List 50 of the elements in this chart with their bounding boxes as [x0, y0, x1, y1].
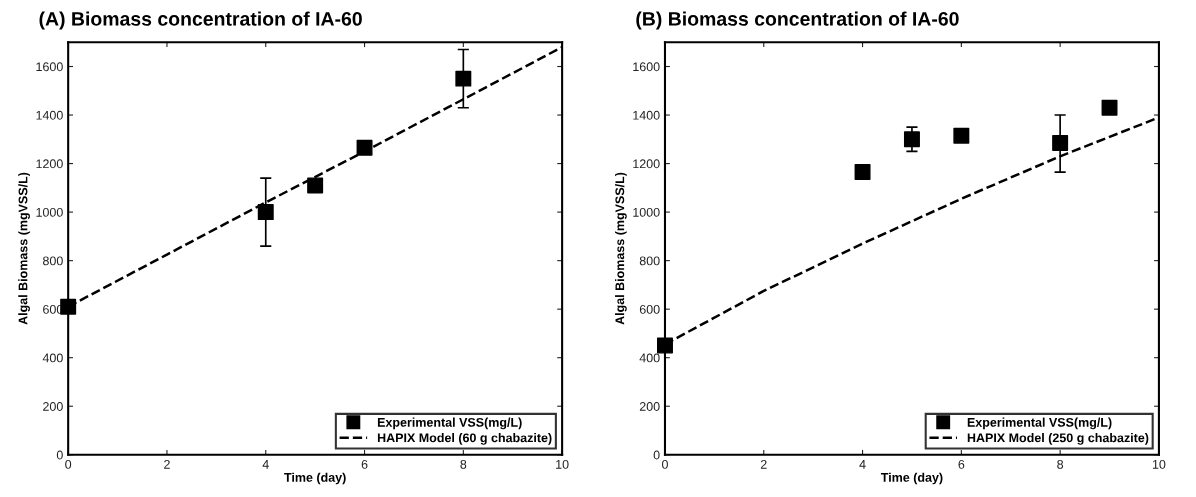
y-tick-label: 1000: [36, 207, 63, 217]
point: [953, 127, 970, 144]
point: [903, 131, 920, 148]
y-tick-label: 1400: [36, 110, 63, 120]
y-tick-label: 400: [42, 353, 63, 363]
x-tick-label: 0: [661, 459, 668, 469]
legend-label: Experimental VSS(mg/L): [967, 417, 1112, 430]
point: [257, 204, 274, 221]
y-tick-label: 1600: [36, 62, 63, 72]
y-tick-label: 1200: [633, 159, 660, 169]
point: [307, 177, 324, 194]
y-tick-label: 1600: [633, 62, 660, 72]
x-tick-label: 0: [65, 459, 72, 469]
y-axis-title: Algal Biomass (mgVSS/L): [18, 172, 30, 325]
x-tick-label: 8: [460, 459, 467, 469]
legend-label: HAPIX Model (60 g chabazite): [377, 433, 552, 445]
point: [356, 139, 373, 156]
chart-title: (A) Biomass concentration of IA-60: [39, 11, 362, 30]
point: [656, 337, 673, 354]
legend-label: HAPIX Model (250 g chabazite): [967, 433, 1149, 445]
x-tick-label: 8: [1057, 459, 1064, 469]
x-tick-label: 4: [859, 460, 866, 469]
x-tick-label: 2: [164, 459, 170, 469]
point: [1052, 134, 1069, 151]
y-tick-label: 0: [56, 450, 63, 460]
point: [1101, 99, 1118, 116]
x-tick-label: 6: [361, 459, 368, 469]
point: [455, 70, 472, 87]
y-tick-label: 1000: [633, 207, 660, 217]
y-tick-label: 600: [639, 304, 660, 314]
y-axis-title: Algal Biomass (mgVSS/L): [615, 172, 627, 325]
x-tick-label: 4: [262, 460, 269, 469]
x-axis-title: Time (day): [284, 472, 346, 485]
x-tick-label: 6: [958, 459, 965, 469]
y-tick-label: 400: [639, 353, 660, 363]
x-axis-title: Time (day): [880, 472, 943, 485]
y-tick-label: 800: [43, 256, 63, 266]
point: [854, 164, 871, 181]
y-tick-label: 800: [639, 256, 660, 266]
y-tick-label: 200: [43, 402, 63, 411]
y-tick-label: 1400: [633, 110, 660, 120]
legend-label: Experimental VSS(mg/L): [377, 417, 522, 430]
y-tick-label: 200: [639, 402, 660, 411]
x-tick-label: 2: [760, 459, 767, 469]
y-tick-label: 0: [653, 450, 660, 460]
y-tick-label: 1200: [36, 159, 63, 169]
point: [60, 298, 77, 315]
x-tick-label: 10: [556, 459, 569, 469]
x-tick-label: 10: [1152, 459, 1166, 469]
chart-title: (B) Biomass concentration of IA-60: [636, 11, 959, 30]
